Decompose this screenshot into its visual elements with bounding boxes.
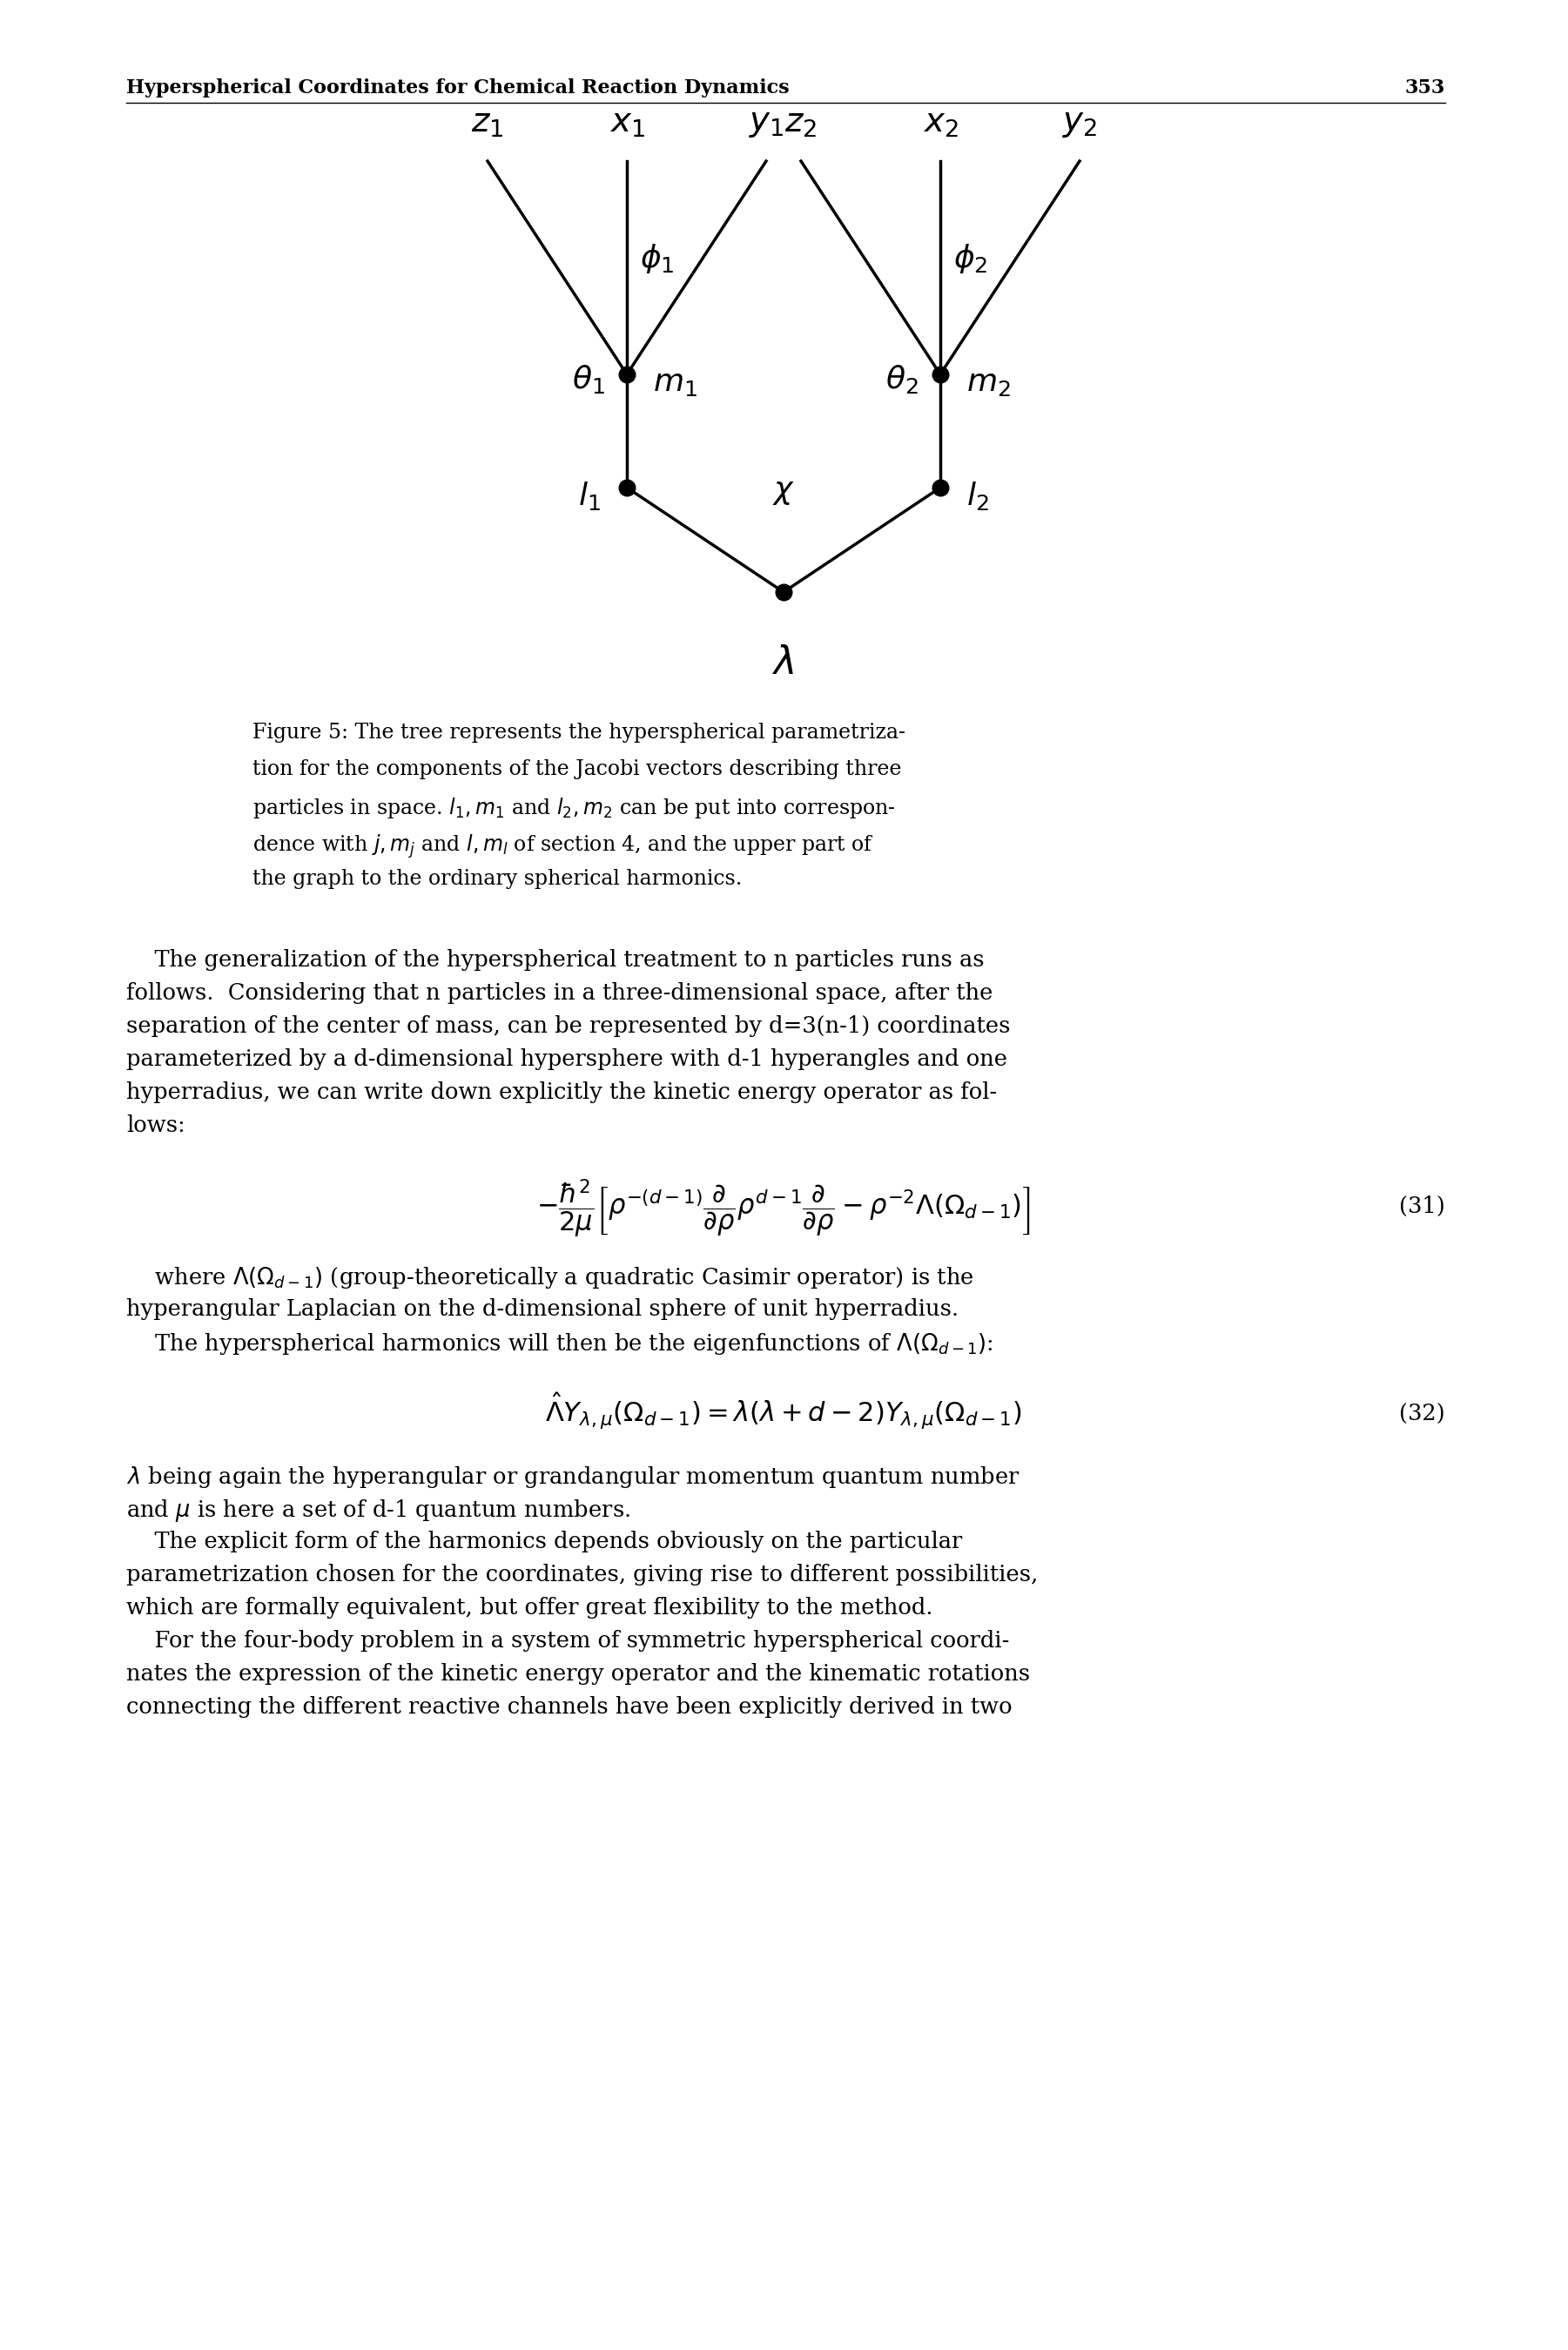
Text: follows.  Considering that n particles in a three-dimensional space, after the: follows. Considering that n particles in… — [127, 982, 993, 1003]
Text: and $\mu$ is here a set of d-1 quantum numbers.: and $\mu$ is here a set of d-1 quantum n… — [127, 1497, 630, 1523]
Text: parametrization chosen for the coordinates, giving rise to different possibiliti: parametrization chosen for the coordinat… — [127, 1563, 1038, 1586]
Text: $\lambda$ being again the hyperangular or grandangular momentum quantum number: $\lambda$ being again the hyperangular o… — [127, 1464, 1021, 1490]
Text: $\lambda$: $\lambda$ — [773, 644, 795, 682]
Text: $\chi$: $\chi$ — [771, 477, 795, 508]
Text: For the four-body problem in a system of symmetric hyperspherical coordi-: For the four-body problem in a system of… — [127, 1631, 1010, 1652]
Text: $y_2$: $y_2$ — [1062, 106, 1098, 139]
Text: (31): (31) — [1399, 1196, 1446, 1217]
Text: $-\dfrac{\hbar^2}{2\mu}\left[\rho^{-(d-1)}\dfrac{\partial}{\partial\rho}\rho^{d-: $-\dfrac{\hbar^2}{2\mu}\left[\rho^{-(d-1… — [536, 1177, 1030, 1241]
Text: the graph to the ordinary spherical harmonics.: the graph to the ordinary spherical harm… — [252, 870, 742, 888]
Text: $x_1$: $x_1$ — [608, 106, 644, 139]
Text: $\phi_1$: $\phi_1$ — [640, 242, 674, 275]
Text: Figure 5: The tree represents the hyperspherical parametriza-: Figure 5: The tree represents the hypers… — [252, 724, 905, 743]
Text: parameterized by a d-dimensional hypersphere with d-1 hyperangles and one: parameterized by a d-dimensional hypersp… — [127, 1048, 1007, 1069]
Point — [928, 468, 953, 505]
Text: $x_2$: $x_2$ — [922, 106, 958, 139]
Point — [615, 468, 640, 505]
Text: particles in space. $l_1,m_1$ and $l_2,m_2$ can be put into correspon-: particles in space. $l_1,m_1$ and $l_2,m… — [252, 797, 895, 820]
Text: $m_2$: $m_2$ — [966, 369, 1011, 397]
Text: $\theta_2$: $\theta_2$ — [886, 362, 919, 395]
Text: $z_1$: $z_1$ — [472, 106, 503, 139]
Text: hyperangular Laplacian on the d-dimensional sphere of unit hyperradius.: hyperangular Laplacian on the d-dimensio… — [127, 1297, 958, 1321]
Text: $\hat{\Lambda}Y_{\lambda,\mu}(\Omega_{d-1}) = \lambda(\lambda + d - 2)Y_{\lambda: $\hat{\Lambda}Y_{\lambda,\mu}(\Omega_{d-… — [546, 1391, 1022, 1431]
Text: which are formally equivalent, but offer great flexibility to the method.: which are formally equivalent, but offer… — [127, 1598, 933, 1619]
Text: dence with $j,m_j$ and $l,m_l$ of section 4, and the upper part of: dence with $j,m_j$ and $l,m_l$ of sectio… — [252, 832, 873, 860]
Text: tion for the components of the Jacobi vectors describing three: tion for the components of the Jacobi ve… — [252, 759, 902, 780]
Point — [928, 355, 953, 392]
Text: connecting the different reactive channels have been explicitly derived in two: connecting the different reactive channe… — [127, 1697, 1013, 1718]
Text: hyperradius, we can write down explicitly the kinetic energy operator as fol-: hyperradius, we can write down explicitl… — [127, 1081, 997, 1102]
Text: $z_2$: $z_2$ — [786, 106, 817, 139]
Text: $l_1$: $l_1$ — [579, 479, 601, 512]
Text: (32): (32) — [1399, 1403, 1446, 1426]
Text: $m_1$: $m_1$ — [652, 369, 698, 397]
Text: The explicit form of the harmonics depends obviously on the particular: The explicit form of the harmonics depen… — [127, 1530, 963, 1553]
Text: where $\Lambda(\Omega_{d-1})$ (group-theoretically a quadratic Casimir operator): where $\Lambda(\Omega_{d-1})$ (group-the… — [127, 1264, 974, 1290]
Text: $\theta_1$: $\theta_1$ — [572, 362, 605, 395]
Text: The generalization of the hyperspherical treatment to n particles runs as: The generalization of the hyperspherical… — [127, 949, 985, 971]
Text: The hyperspherical harmonics will then be the eigenfunctions of $\Lambda(\Omega_: The hyperspherical harmonics will then b… — [127, 1332, 993, 1356]
Point — [615, 355, 640, 392]
Text: lows:: lows: — [127, 1114, 185, 1137]
Text: Hyperspherical Coordinates for Chemical Reaction Dynamics: Hyperspherical Coordinates for Chemical … — [127, 78, 789, 96]
Text: $y_1$: $y_1$ — [748, 106, 784, 139]
Text: nates the expression of the kinetic energy operator and the kinematic rotations: nates the expression of the kinetic ener… — [127, 1664, 1030, 1685]
Text: 353: 353 — [1405, 78, 1446, 96]
Text: separation of the center of mass, can be represented by d=3(n-1) coordinates: separation of the center of mass, can be… — [127, 1015, 1010, 1036]
Text: $\phi_2$: $\phi_2$ — [953, 242, 988, 275]
Point — [771, 573, 797, 611]
Text: $l_2$: $l_2$ — [966, 479, 989, 512]
